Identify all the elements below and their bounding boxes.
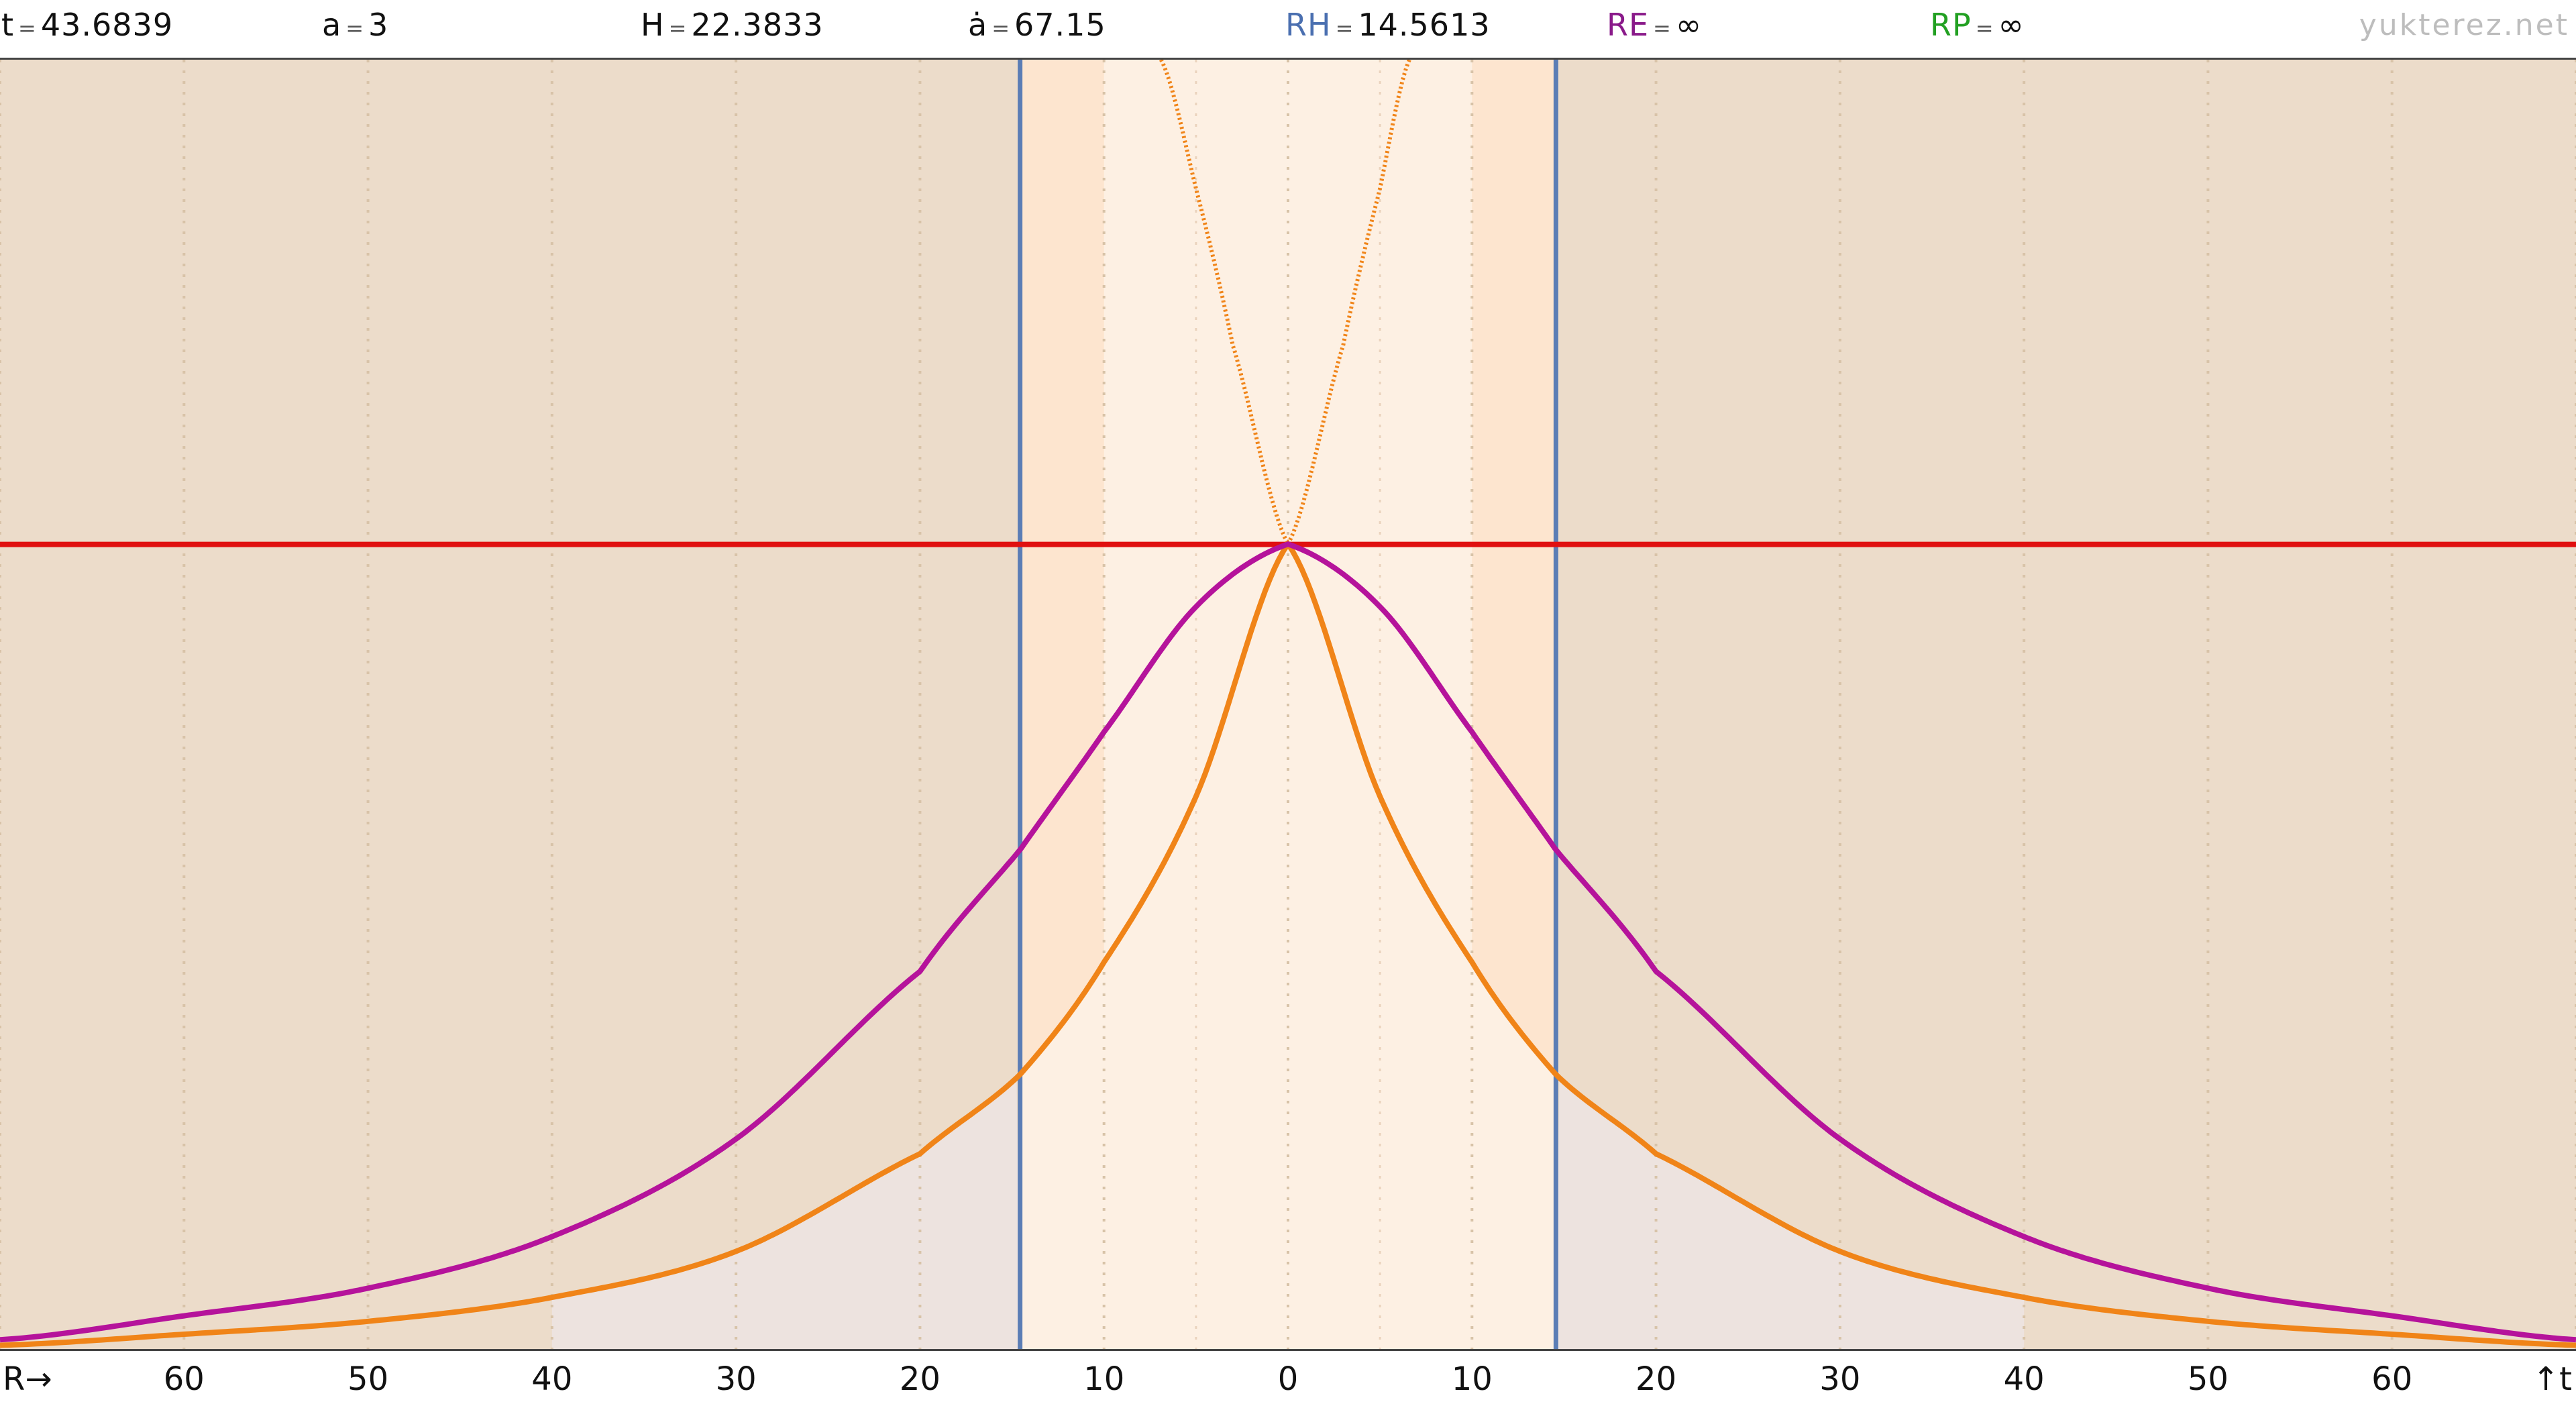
x-tick-label: 10 bbox=[1083, 1360, 1125, 1398]
x-tick-label: 10 bbox=[1451, 1360, 1493, 1398]
x-tick-label: 50 bbox=[2187, 1360, 2229, 1398]
stat-RH: RH = 14.5613 bbox=[1285, 7, 1491, 43]
x-axis-bar: R→ ↑t 60 50 40 30 20 10 0 10 20 30 40 50 60 bbox=[0, 1349, 2576, 1408]
x-tick-label: 60 bbox=[2371, 1360, 2413, 1398]
x-tick-label: 40 bbox=[531, 1360, 573, 1398]
light-cone-left bbox=[1159, 60, 1290, 545]
top-bar: t = 43.6839 a = 3 H = 22.3833 ȧ = 67.15 RH = 14.56… bbox=[0, 0, 2576, 60]
stat-t: t = 43.6839 bbox=[1, 7, 174, 43]
stat-RE: RE = ∞ bbox=[1607, 7, 1703, 43]
magenta-curve bbox=[0, 541, 2576, 1343]
stat-a: a = 3 bbox=[322, 7, 389, 43]
stat-RP: RP = ∞ bbox=[1930, 7, 2025, 43]
lower-left-region bbox=[551, 1077, 1020, 1349]
cone-light-region bbox=[1104, 60, 1472, 545]
stat-adot: ȧ = 67.15 bbox=[968, 7, 1106, 43]
x-tick-label: 30 bbox=[1819, 1360, 1861, 1398]
x-tick-label: 40 bbox=[2003, 1360, 2045, 1398]
x-tick-label: 30 bbox=[715, 1360, 757, 1398]
x-tick-label: 50 bbox=[347, 1360, 389, 1398]
x-tick-label: 20 bbox=[1635, 1360, 1677, 1398]
x-tick-label: 20 bbox=[899, 1360, 941, 1398]
x-tick-label: 0 bbox=[1277, 1360, 1299, 1398]
light-cone-right bbox=[1286, 60, 1411, 545]
inner-light-region bbox=[1020, 544, 1556, 1349]
axis-label-R: R→ bbox=[3, 1360, 52, 1398]
stat-H: H = 22.3833 bbox=[641, 7, 824, 43]
axis-label-t: ↑t bbox=[2532, 1360, 2572, 1398]
brand-watermark: yukterez.net bbox=[2359, 8, 2569, 42]
x-tick-label: 60 bbox=[163, 1360, 205, 1398]
spacetime-chart bbox=[0, 60, 2576, 1349]
lower-right-region bbox=[1556, 1077, 2025, 1349]
